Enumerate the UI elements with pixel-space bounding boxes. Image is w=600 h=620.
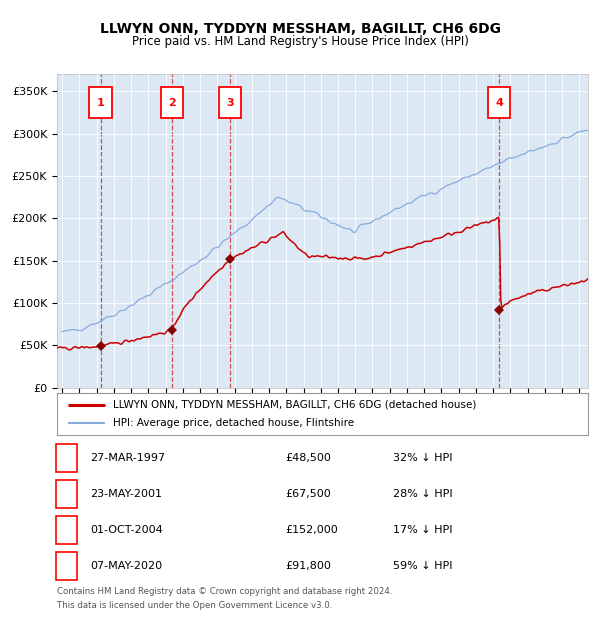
Text: 1: 1 [97, 97, 104, 108]
Text: 23-MAY-2001: 23-MAY-2001 [90, 489, 162, 499]
Text: 28% ↓ HPI: 28% ↓ HPI [393, 489, 452, 499]
FancyBboxPatch shape [488, 87, 511, 118]
Text: 4: 4 [495, 97, 503, 108]
Text: 27-MAR-1997: 27-MAR-1997 [90, 453, 165, 463]
Text: LLWYN ONN, TYDDYN MESSHAM, BAGILLT, CH6 6DG: LLWYN ONN, TYDDYN MESSHAM, BAGILLT, CH6 … [100, 22, 500, 36]
Text: £67,500: £67,500 [285, 489, 331, 499]
Text: 59% ↓ HPI: 59% ↓ HPI [393, 561, 452, 571]
Text: 1: 1 [63, 453, 70, 463]
Text: This data is licensed under the Open Government Licence v3.0.: This data is licensed under the Open Gov… [57, 601, 332, 610]
Text: 17% ↓ HPI: 17% ↓ HPI [393, 525, 452, 535]
Text: 2: 2 [63, 489, 70, 499]
Text: 3: 3 [63, 525, 70, 535]
Text: £91,800: £91,800 [285, 561, 331, 571]
Text: 3: 3 [226, 97, 234, 108]
Text: 01-OCT-2004: 01-OCT-2004 [90, 525, 163, 535]
Text: 07-MAY-2020: 07-MAY-2020 [90, 561, 162, 571]
Text: £152,000: £152,000 [285, 525, 338, 535]
Text: 4: 4 [62, 561, 71, 571]
Text: 32% ↓ HPI: 32% ↓ HPI [393, 453, 452, 463]
Text: Price paid vs. HM Land Registry's House Price Index (HPI): Price paid vs. HM Land Registry's House … [131, 35, 469, 48]
Text: Contains HM Land Registry data © Crown copyright and database right 2024.: Contains HM Land Registry data © Crown c… [57, 587, 392, 596]
FancyBboxPatch shape [89, 87, 112, 118]
FancyBboxPatch shape [219, 87, 241, 118]
Text: HPI: Average price, detached house, Flintshire: HPI: Average price, detached house, Flin… [113, 418, 354, 428]
FancyBboxPatch shape [161, 87, 184, 118]
Text: £48,500: £48,500 [285, 453, 331, 463]
Text: LLWYN ONN, TYDDYN MESSHAM, BAGILLT, CH6 6DG (detached house): LLWYN ONN, TYDDYN MESSHAM, BAGILLT, CH6 … [113, 400, 476, 410]
Text: 2: 2 [169, 97, 176, 108]
